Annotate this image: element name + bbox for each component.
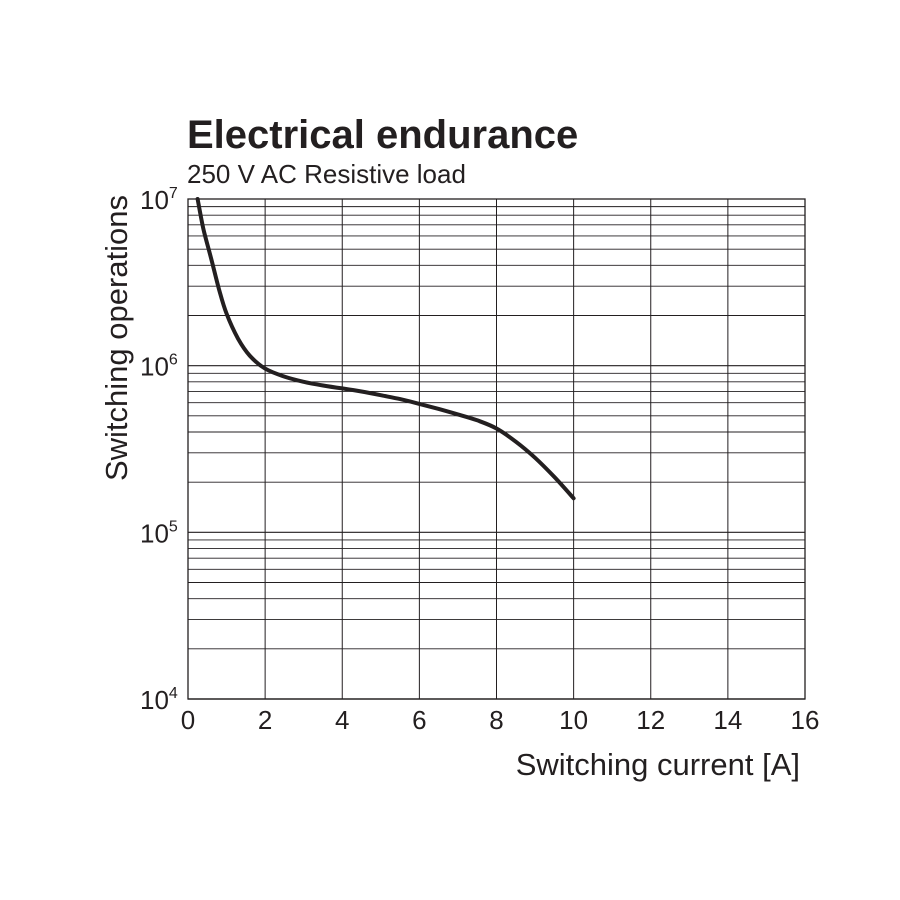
x-tick-label: 2 <box>258 705 272 735</box>
y-tick-label: 107 <box>140 185 178 215</box>
x-tick-label: 14 <box>713 705 742 735</box>
y-axis-label: Switching operations <box>99 195 134 481</box>
x-tick-labels: 0 2 4 6 8 10 12 14 16 <box>181 705 820 735</box>
x-tick-label: 8 <box>489 705 503 735</box>
y-tick-label: 104 <box>140 685 178 715</box>
chart-subtitle: 250 V AC Resistive load <box>187 159 466 189</box>
y-tick-label: 106 <box>140 352 178 382</box>
chart-title: Electrical endurance <box>187 113 578 157</box>
plot-frame <box>187 198 806 700</box>
series-layer <box>195 197 576 501</box>
x-tick-label: 10 <box>559 705 588 735</box>
x-tick-label: 4 <box>335 705 349 735</box>
series-line-0 <box>195 197 576 501</box>
x-axis-label: Switching current [A] <box>516 747 800 782</box>
x-tick-label: 12 <box>636 705 665 735</box>
x-tick-label: 16 <box>791 705 820 735</box>
y-tick-label: 105 <box>140 518 178 548</box>
grid <box>187 198 806 700</box>
x-tick-label: 6 <box>412 705 426 735</box>
x-tick-label: 0 <box>181 705 195 735</box>
y-tick-labels: 104 105 106 107 <box>140 185 178 715</box>
